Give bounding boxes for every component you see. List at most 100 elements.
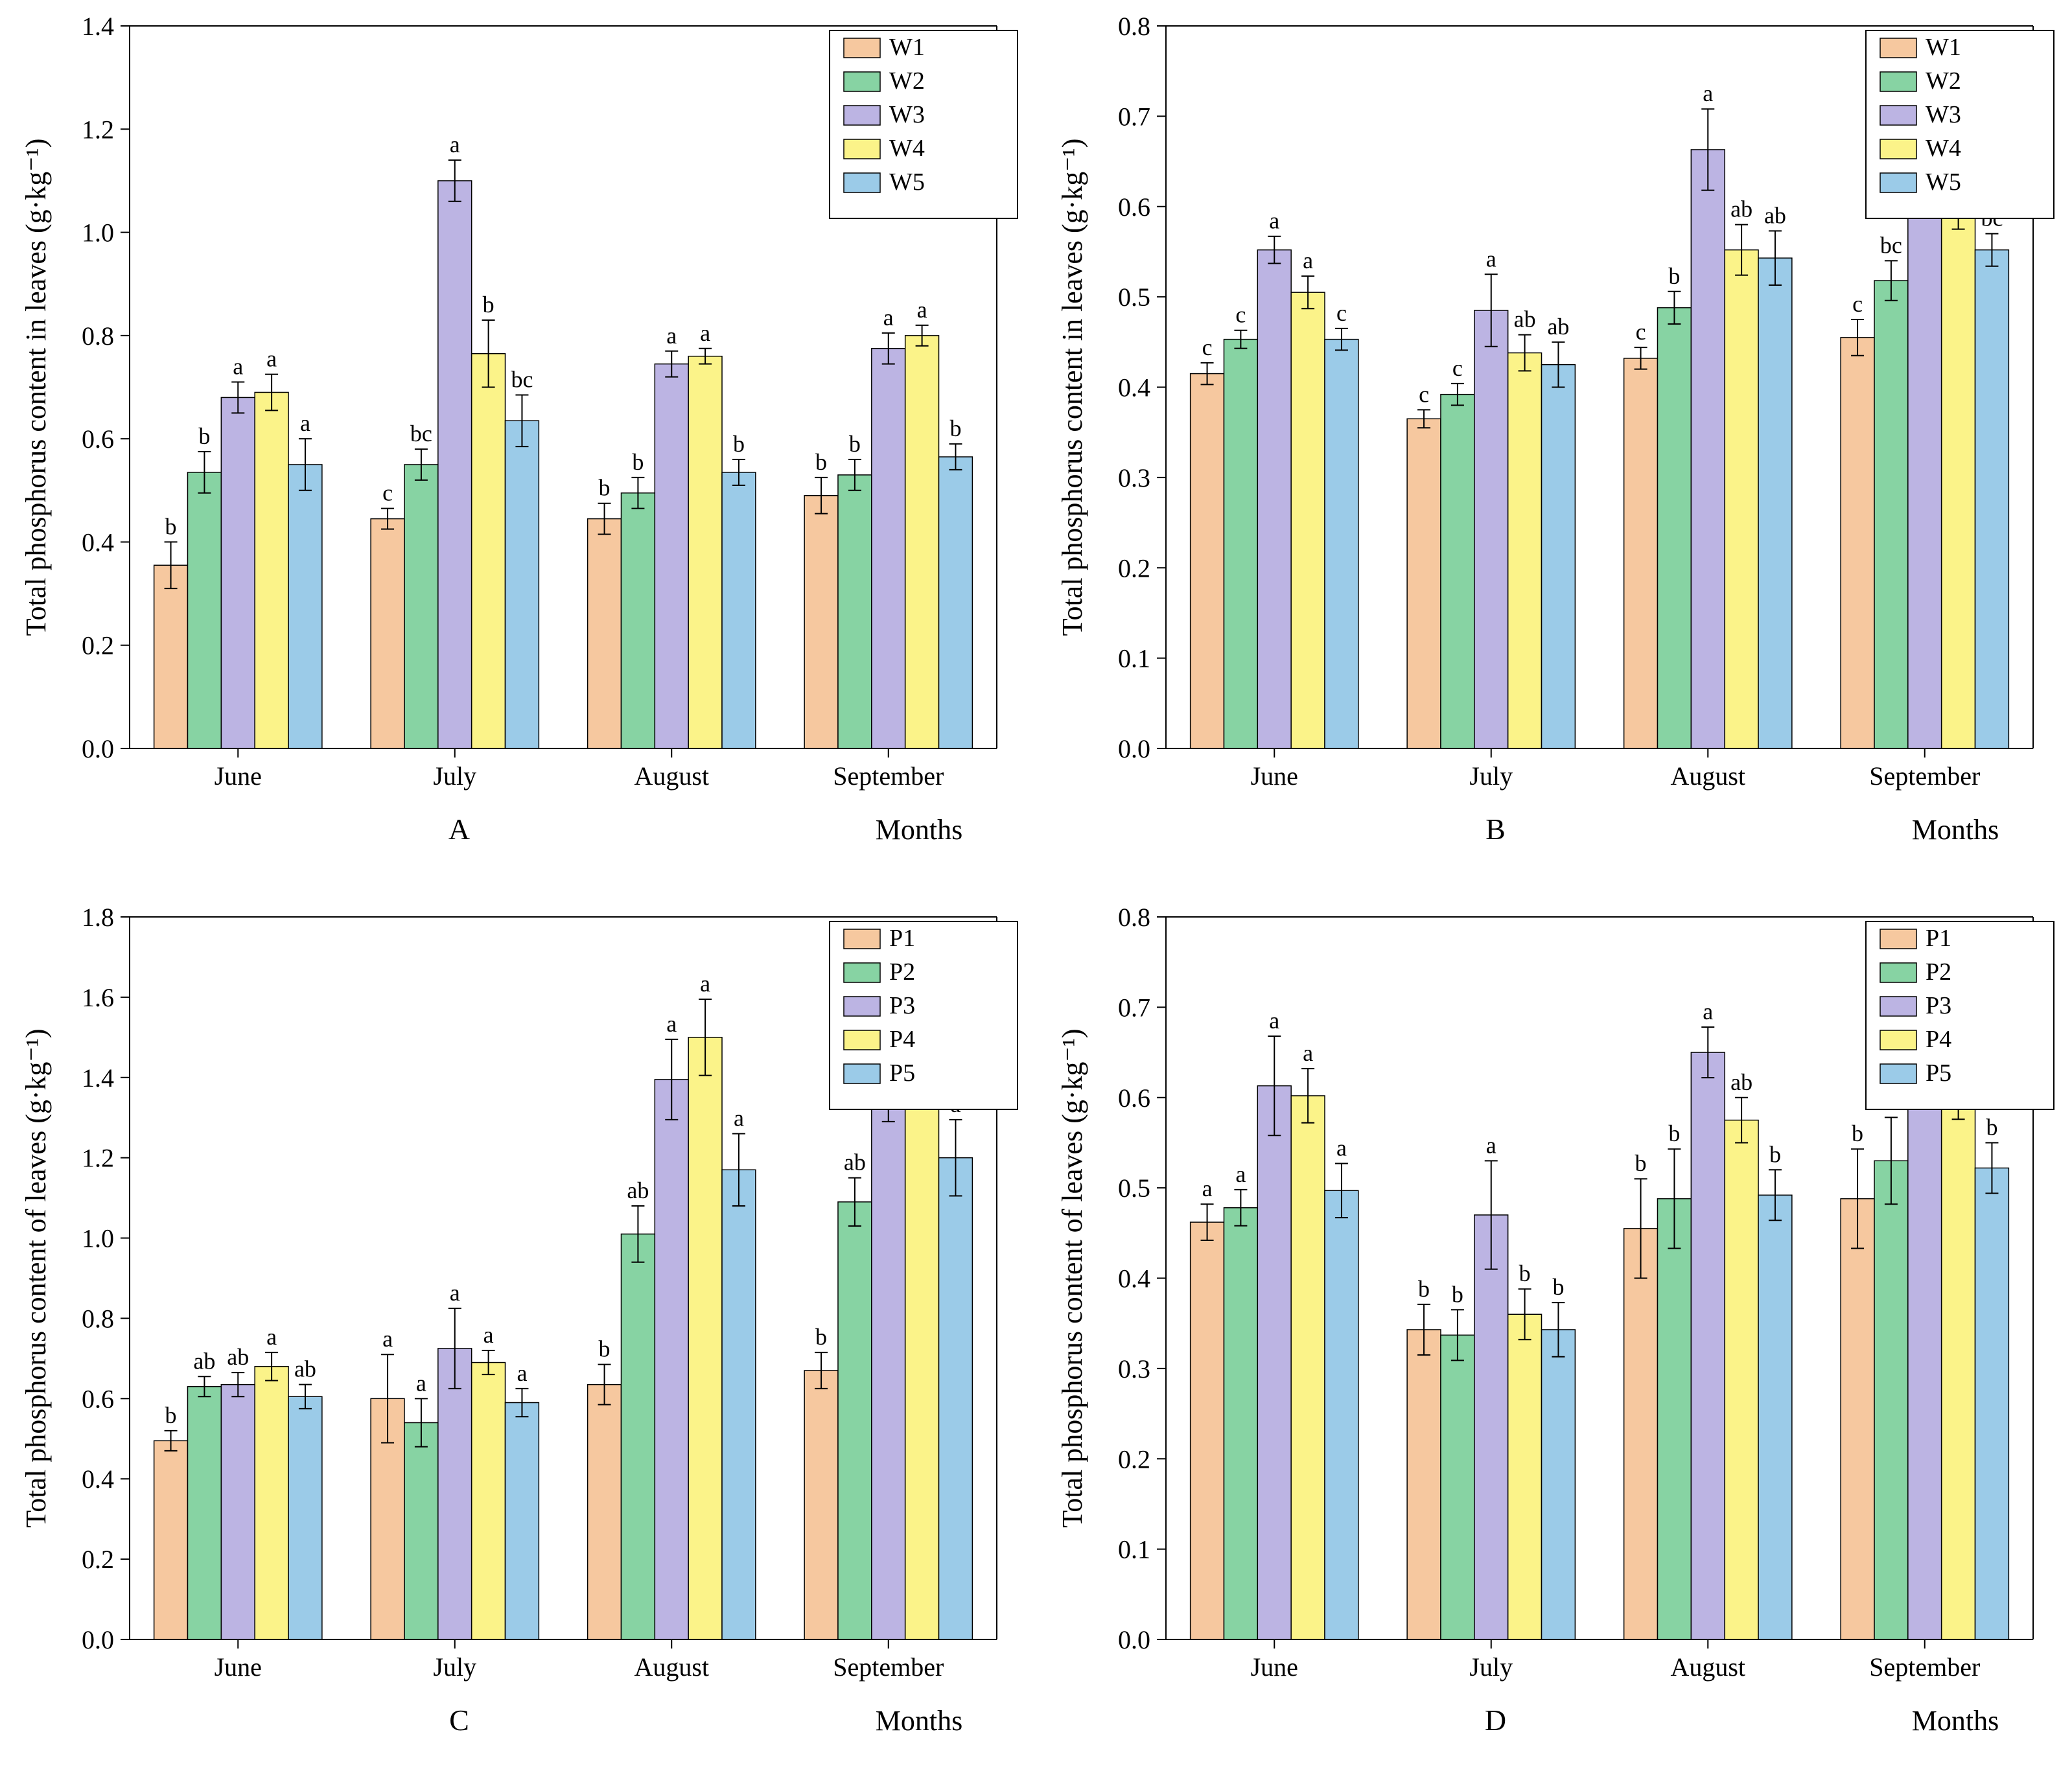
- legend-label: P1: [1926, 925, 1951, 952]
- bar: [688, 356, 722, 748]
- bar: [1440, 395, 1474, 748]
- bar: [506, 1403, 539, 1639]
- bar: [288, 465, 322, 748]
- x-axis-label: Months: [1911, 1705, 1998, 1737]
- significance-letter: ab: [193, 1348, 215, 1374]
- bar: [1407, 1330, 1441, 1639]
- bar: [1291, 292, 1325, 748]
- significance-letter: a: [1269, 1008, 1279, 1034]
- significance-letter: a: [382, 1326, 393, 1352]
- bar: [1507, 1314, 1541, 1639]
- significance-letter: ab: [844, 1150, 866, 1175]
- svg-text:0.2: 0.2: [1118, 553, 1150, 583]
- significance-letter: b: [1635, 1150, 1646, 1176]
- x-tick-label: August: [634, 761, 709, 791]
- bar: [1190, 1222, 1224, 1639]
- panel-D: 0.00.10.20.30.40.50.60.70.8Total phospho…: [1036, 891, 2072, 1782]
- x-tick-label: June: [1250, 761, 1298, 791]
- y-axis-label: Total phosphorus content in leaves (g·kg…: [1056, 139, 1088, 636]
- bar: [472, 1363, 506, 1639]
- significance-letter: ab: [1730, 1069, 1752, 1095]
- significance-letter: c: [1852, 291, 1863, 317]
- panel-B: 0.00.10.20.30.40.50.60.70.8Total phospho…: [1036, 0, 2072, 891]
- significance-letter: a: [917, 297, 927, 323]
- bar: [404, 1423, 438, 1640]
- legend-label: W4: [1926, 135, 1961, 162]
- svg-text:0.4: 0.4: [82, 527, 114, 557]
- bar: [588, 519, 622, 748]
- significance-letter: a: [300, 410, 310, 436]
- legend-label: P3: [1926, 992, 1951, 1019]
- bar: [588, 1385, 622, 1639]
- bar: [1975, 250, 2008, 748]
- legend-swatch: [844, 72, 880, 91]
- svg-text:0.4: 0.4: [1118, 373, 1150, 402]
- significance-letter: b: [1451, 1281, 1463, 1307]
- x-axis-label: Months: [876, 814, 962, 846]
- x-axis-label: Months: [876, 1705, 962, 1737]
- bar: [1874, 1161, 1907, 1639]
- x-tick-label: June: [215, 761, 262, 791]
- significance-letter: bc: [511, 366, 533, 392]
- bar: [872, 349, 905, 748]
- legend-swatch: [844, 173, 880, 192]
- panel-letter: B: [1485, 813, 1506, 846]
- legend: W1W2W3W4W5: [1866, 30, 2054, 218]
- bar: [1257, 1086, 1291, 1639]
- svg-text:0.6: 0.6: [1118, 1083, 1150, 1113]
- svg-text:0.7: 0.7: [1118, 993, 1150, 1022]
- significance-letter: ab: [294, 1356, 316, 1382]
- bar: [838, 1202, 872, 1639]
- significance-letter: c: [1635, 319, 1646, 345]
- svg-text:0.0: 0.0: [82, 1625, 114, 1654]
- significance-letter: a: [1336, 1135, 1346, 1161]
- significance-letter: a: [1485, 1132, 1496, 1158]
- significance-letter: a: [734, 1105, 744, 1131]
- bar: [1541, 365, 1575, 748]
- significance-letter: b: [1519, 1260, 1530, 1286]
- bar: [1507, 353, 1541, 748]
- significance-letter: b: [949, 415, 961, 441]
- legend-label: P5: [889, 1059, 915, 1087]
- legend-swatch: [844, 106, 880, 125]
- significance-letter: b: [599, 1336, 611, 1362]
- bar: [939, 457, 973, 748]
- significance-letter: b: [1986, 1114, 1997, 1140]
- significance-letter: a: [700, 320, 710, 346]
- significance-letter: b: [1418, 1276, 1430, 1302]
- significance-letter: a: [1202, 1175, 1212, 1201]
- legend-label: W3: [1926, 101, 1961, 128]
- bar: [804, 1371, 838, 1639]
- significance-letter: a: [883, 305, 894, 330]
- legend-label: P4: [1926, 1026, 1951, 1053]
- significance-letter: b: [815, 449, 827, 475]
- svg-text:0.2: 0.2: [82, 631, 114, 660]
- significance-letter: a: [416, 1370, 426, 1396]
- significance-letter: ab: [227, 1344, 249, 1370]
- legend-label: P3: [889, 992, 915, 1019]
- legend-swatch: [844, 38, 880, 58]
- significance-letter: a: [266, 1324, 277, 1350]
- bar: [872, 1078, 905, 1639]
- bar: [187, 472, 221, 748]
- bar: [472, 354, 506, 748]
- bar: [1474, 310, 1507, 748]
- svg-text:0.5: 0.5: [1118, 283, 1150, 312]
- x-tick-label: July: [1469, 761, 1513, 791]
- bar: [255, 1367, 288, 1639]
- bar: [1758, 1195, 1792, 1639]
- bar: [1624, 1229, 1657, 1639]
- significance-letter: b: [632, 449, 644, 475]
- legend-swatch: [1880, 139, 1916, 159]
- bar: [154, 1441, 188, 1639]
- legend-swatch: [844, 997, 880, 1016]
- legend-swatch: [844, 963, 880, 982]
- legend-swatch: [844, 139, 880, 159]
- svg-text:1.4: 1.4: [82, 12, 114, 41]
- significance-letter: c: [1336, 300, 1346, 326]
- significance-letter: ab: [1513, 307, 1535, 332]
- legend-label: W2: [1926, 67, 1961, 95]
- significance-letter: bc: [1880, 232, 1902, 258]
- significance-letter: a: [1485, 246, 1496, 272]
- bar: [288, 1396, 322, 1639]
